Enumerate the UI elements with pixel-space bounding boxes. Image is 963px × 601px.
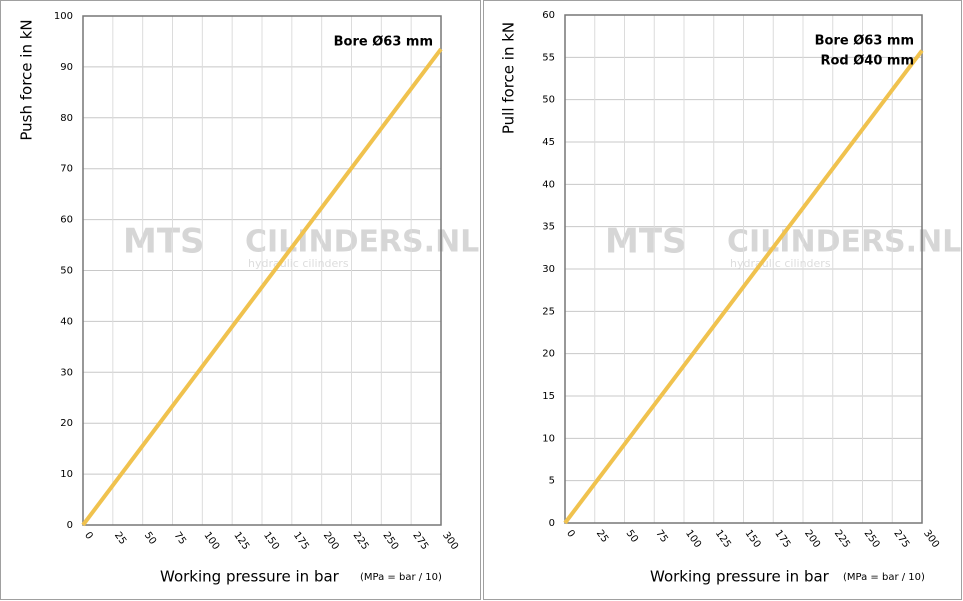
y-tick-label: 30 — [542, 264, 555, 275]
watermark-brand: CILINDERS.NL — [727, 225, 961, 260]
watermark-tagline: hydraulic cilinders — [730, 257, 831, 270]
x-tick-label: 0 — [564, 528, 577, 540]
x-axis-label: Working pressure in bar — [650, 568, 830, 586]
plot-frame — [82, 15, 442, 526]
y-axis-label: Pull force in kN — [500, 22, 518, 134]
annotation: Rod Ø40 mm — [820, 54, 914, 69]
annotation: Bore Ø63 mm — [334, 35, 433, 50]
x-axis-label: Working pressure in bar — [160, 568, 340, 586]
y-tick-label: 10 — [542, 433, 555, 444]
y-tick-label: 60 — [542, 10, 555, 21]
line-series — [563, 49, 924, 525]
y-tick-label: 60 — [60, 215, 73, 226]
watermark-tagline: hydraulic cilinders — [248, 257, 349, 270]
y-tick-label: 45 — [542, 137, 555, 148]
y-tick-label: 80 — [60, 113, 73, 124]
x-tick-label: 0 — [82, 530, 95, 542]
y-tick-label: 50 — [60, 266, 73, 277]
plot-frame — [564, 14, 923, 524]
y-tick-label: 0 — [67, 520, 73, 531]
watermark-logo: MTS — [605, 222, 687, 262]
x-axis-note: (MPa = bar / 10) — [360, 572, 442, 583]
y-tick-label: 50 — [542, 95, 555, 106]
watermark-logo: MTS — [123, 222, 205, 262]
y-tick-label: 55 — [542, 52, 555, 63]
y-axis-label: Push force in kN — [18, 19, 36, 140]
y-tick-label: 20 — [60, 418, 73, 429]
y-tick-label: 15 — [542, 391, 555, 402]
y-tick-label: 20 — [542, 349, 555, 360]
watermark-brand: CILINDERS.NL — [245, 225, 479, 260]
y-tick-label: 40 — [60, 316, 73, 327]
y-tick-label: 100 — [54, 11, 73, 22]
y-tick-label: 30 — [60, 367, 73, 378]
annotation: Bore Ø63 mm — [815, 34, 914, 49]
line-series — [81, 47, 443, 527]
y-tick-label: 40 — [542, 179, 555, 190]
y-tick-label: 70 — [60, 164, 73, 175]
y-tick-label: 90 — [60, 62, 73, 73]
y-tick-label: 10 — [60, 469, 73, 480]
x-axis-note: (MPa = bar / 10) — [843, 572, 925, 583]
y-tick-label: 35 — [542, 222, 555, 233]
y-tick-label: 0 — [549, 518, 555, 529]
y-tick-label: 5 — [549, 476, 555, 487]
y-tick-label: 25 — [542, 306, 555, 317]
panel — [483, 0, 962, 600]
